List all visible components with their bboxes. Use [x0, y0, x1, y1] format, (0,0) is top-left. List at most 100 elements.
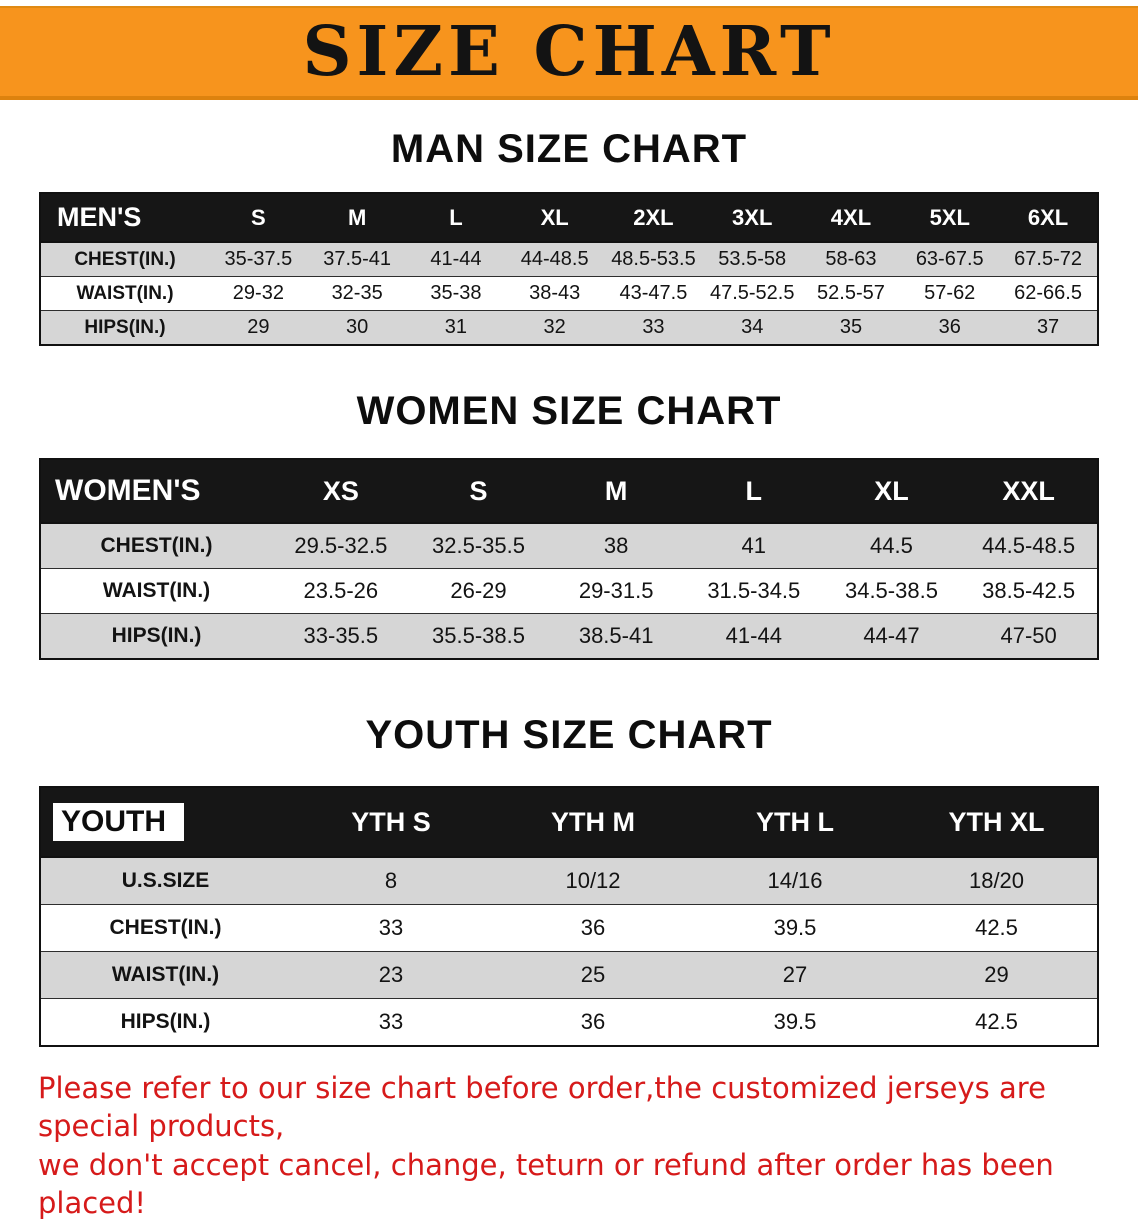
size-header-cell: YTH M [492, 787, 694, 858]
size-value-cell: 44.5 [822, 522, 961, 569]
size-header-cell: YTH XL [896, 787, 1098, 858]
size-value-cell: 36 [900, 310, 1000, 345]
size-value-cell: 33 [290, 904, 492, 952]
size-value-cell: 67.5-72 [999, 241, 1098, 277]
size-value-cell: 23 [290, 951, 492, 999]
size-header-cell: 5XL [900, 193, 1000, 243]
size-value-cell: 38.5-41 [547, 613, 685, 659]
size-value-cell: 48.5-53.5 [604, 241, 703, 277]
size-value-cell: 52.5-57 [801, 276, 901, 311]
measurement-row: U.S.SIZE 8 10/12 14/16 18/20 [40, 856, 1098, 905]
size-value-cell: 14/16 [694, 856, 896, 905]
row-label-cell: CHEST(IN.) [40, 522, 272, 569]
size-value-cell: 38.5-42.5 [960, 568, 1098, 614]
size-value-cell: 44-47 [822, 613, 961, 659]
row-label-cell: HIPS(IN.) [40, 310, 209, 345]
size-header-cell: XXL [960, 459, 1098, 524]
row-label-cell: HIPS(IN.) [40, 998, 290, 1046]
measurement-row: CHEST(IN.) 33 36 39.5 42.5 [40, 904, 1098, 952]
size-value-cell: 23.5-26 [272, 568, 410, 614]
size-header-cell: YTH S [290, 787, 492, 858]
size-value-cell: 29 [896, 951, 1098, 999]
men-section: MAN SIZE CHART MEN'S S M L XL 2XL 3XL 4XL 5XL 6XL… [0, 126, 1138, 346]
size-value-cell: 26-29 [409, 568, 548, 614]
size-value-cell: 30 [307, 310, 407, 345]
size-value-cell: 8 [290, 856, 492, 905]
size-value-cell: 63-67.5 [900, 241, 1000, 277]
size-value-cell: 18/20 [896, 856, 1098, 905]
row-label-cell: U.S.SIZE [40, 856, 290, 905]
size-value-cell: 37.5-41 [307, 241, 407, 277]
size-value-cell: 32 [505, 310, 605, 345]
table-title-cell: YOUTH [40, 787, 290, 858]
youth-section: YOUTH SIZE CHART YOUTH YTH S YTH M YTH L YTH… [0, 712, 1138, 1047]
size-header-cell: S [409, 459, 548, 524]
page-title: SIZE CHART [302, 12, 836, 92]
size-value-cell: 39.5 [694, 998, 896, 1046]
header-row: MEN'S S M L XL 2XL 3XL 4XL 5XL 6XL [40, 193, 1098, 243]
men-size-table: MEN'S S M L XL 2XL 3XL 4XL 5XL 6XL CHEST(IN.) 35-37… [39, 192, 1099, 346]
measurement-row: WAIST(IN.) 23 25 27 29 [40, 951, 1098, 999]
size-value-cell: 29.5-32.5 [272, 522, 410, 569]
measurement-row: CHEST(IN.) 29.5-32.5 32.5-35.5 38 41 44.5 44.5… [40, 522, 1098, 569]
measurement-row: HIPS(IN.) 29 30 31 32 33 34 35 36 37 [40, 310, 1098, 345]
size-value-cell: 35.5-38.5 [409, 613, 548, 659]
measurement-row: WAIST(IN.) 29-32 32-35 35-38 38-43 43-47.5 47.… [40, 276, 1098, 311]
size-value-cell: 39.5 [694, 904, 896, 952]
row-label-cell: WAIST(IN.) [40, 951, 290, 999]
header-row: WOMEN'S XS S M L XL XXL [40, 459, 1098, 524]
size-value-cell: 29 [209, 310, 308, 345]
table-title-label: YOUTH [53, 803, 184, 841]
size-value-cell: 43-47.5 [604, 276, 703, 311]
size-value-cell: 25 [492, 951, 694, 999]
size-header-cell: 3XL [702, 193, 802, 243]
size-value-cell: 47-50 [960, 613, 1098, 659]
row-label-cell: HIPS(IN.) [40, 613, 272, 659]
table-title-label: WOMEN'S [55, 474, 201, 507]
size-value-cell: 34 [702, 310, 802, 345]
size-value-cell: 33 [604, 310, 703, 345]
size-value-cell: 35-37.5 [209, 241, 308, 277]
size-value-cell: 33 [290, 998, 492, 1046]
size-value-cell: 33-35.5 [272, 613, 410, 659]
size-value-cell: 44-48.5 [505, 241, 605, 277]
size-header-cell: L [406, 193, 506, 243]
row-label-cell: CHEST(IN.) [40, 904, 290, 952]
size-value-cell: 41-44 [406, 241, 506, 277]
size-chart-page: SIZE CHART MAN SIZE CHART MEN'S S M L XL 2XL 3… [0, 6, 1138, 1220]
size-value-cell: 35-38 [406, 276, 506, 311]
measurement-row: CHEST(IN.) 35-37.5 37.5-41 41-44 44-48.5 48.5… [40, 241, 1098, 277]
footer-note: Please refer to our size chart before or… [38, 1069, 1100, 1222]
size-value-cell: 62-66.5 [999, 276, 1098, 311]
size-value-cell: 36 [492, 904, 694, 952]
size-value-cell: 35 [801, 310, 901, 345]
size-value-cell: 53.5-58 [702, 241, 802, 277]
size-value-cell: 36 [492, 998, 694, 1046]
size-value-cell: 57-62 [900, 276, 1000, 311]
size-value-cell: 47.5-52.5 [702, 276, 802, 311]
size-value-cell: 38-43 [505, 276, 605, 311]
size-value-cell: 44.5-48.5 [960, 522, 1098, 569]
size-header-cell: S [209, 193, 308, 243]
size-header-cell: YTH L [694, 787, 896, 858]
youth-section-heading: YOUTH SIZE CHART [365, 713, 773, 757]
size-value-cell: 37 [999, 310, 1098, 345]
size-value-cell: 58-63 [801, 241, 901, 277]
size-header-cell: XL [822, 459, 961, 524]
measurement-row: HIPS(IN.) 33 36 39.5 42.5 [40, 998, 1098, 1046]
header-row: YOUTH YTH S YTH M YTH L YTH XL [40, 787, 1098, 858]
size-value-cell: 29-31.5 [547, 568, 685, 614]
size-header-cell: M [307, 193, 407, 243]
row-label-cell: CHEST(IN.) [40, 241, 209, 277]
size-value-cell: 41-44 [684, 613, 823, 659]
table-title-label: MEN'S [57, 202, 142, 232]
women-section: WOMEN SIZE CHART WOMEN'S XS S M L XL XXL CHEST(… [0, 388, 1138, 660]
row-label-cell: WAIST(IN.) [40, 568, 272, 614]
size-value-cell: 42.5 [896, 904, 1098, 952]
size-header-cell: 2XL [604, 193, 703, 243]
table-title-cell: MEN'S [40, 193, 209, 243]
size-header-cell: XL [505, 193, 605, 243]
size-value-cell: 41 [684, 522, 823, 569]
size-header-cell: L [684, 459, 823, 524]
footer-note-line-2: we don't accept cancel, change, teturn o… [38, 1147, 1054, 1220]
